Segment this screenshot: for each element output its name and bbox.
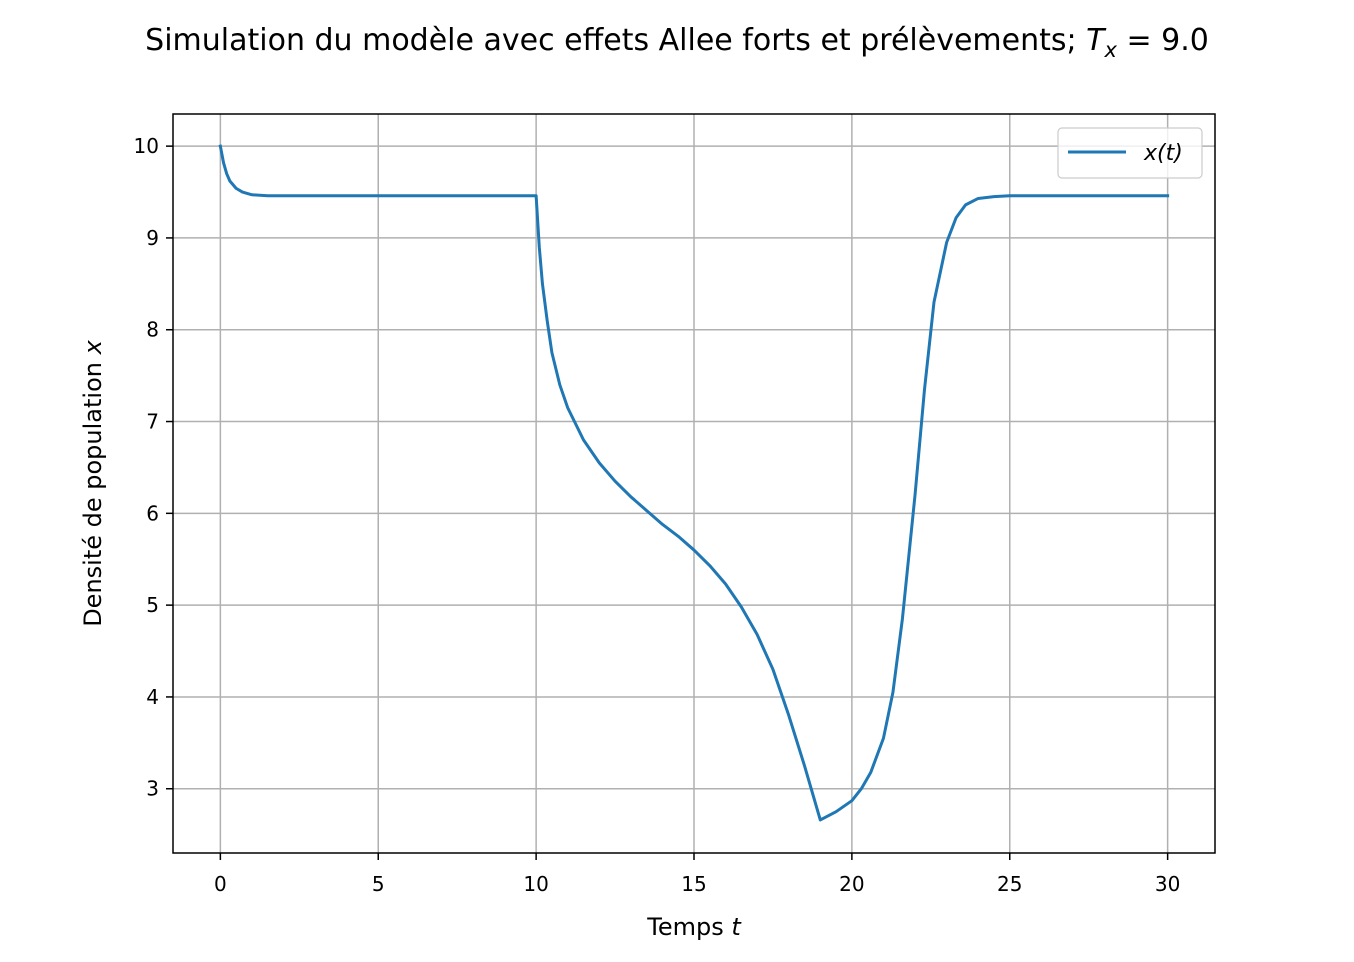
y-tick-label: 3 — [146, 777, 159, 801]
x-tick-label: 10 — [523, 872, 548, 896]
x-tick-label: 5 — [372, 872, 385, 896]
y-axis-label: Densité de population x — [79, 339, 107, 626]
y-tick-label: 8 — [146, 318, 159, 342]
y-axis-label-var: x — [79, 339, 107, 355]
y-tick-label: 6 — [146, 501, 159, 525]
x-tick-label: 15 — [681, 872, 706, 896]
x-axis-label-var: t — [731, 913, 742, 941]
series-line-0 — [218, 144, 1170, 822]
series — [218, 144, 1170, 822]
y-tick-label: 10 — [134, 134, 159, 158]
x-tick-label: 30 — [1155, 872, 1180, 896]
legend-entry-label: x(t) — [1143, 141, 1183, 166]
axes-frame — [172, 113, 1216, 854]
x-tick-label: 0 — [214, 872, 227, 896]
y-tick-label: 9 — [146, 226, 159, 250]
title-sub: x — [1103, 38, 1117, 62]
x-tick-label: 20 — [839, 872, 864, 896]
y-axis-label-text: Densité de population — [79, 354, 107, 626]
x-tick-label: 25 — [997, 872, 1022, 896]
title-text: Simulation du modèle avec effets Allee f… — [145, 23, 1086, 58]
x-axis-label: Temps t — [646, 913, 742, 941]
x-axis-label-text: Temps — [646, 913, 731, 941]
ticks: 0 5 10 15 20 25 30 3 4 5 6 7 8 9 10 — [134, 134, 1181, 896]
title-var: T — [1086, 23, 1107, 58]
y-tick-label: 5 — [146, 593, 159, 617]
y-tick-label: 4 — [146, 685, 159, 709]
y-tick-label: 7 — [146, 410, 159, 434]
title-rest: = 9.0 — [1117, 23, 1209, 58]
legend: x(t) — [1057, 127, 1203, 179]
legend-box — [1057, 127, 1203, 179]
grid — [173, 114, 1215, 853]
chart-title: Simulation du modèle avec effets Allee f… — [145, 23, 1209, 62]
